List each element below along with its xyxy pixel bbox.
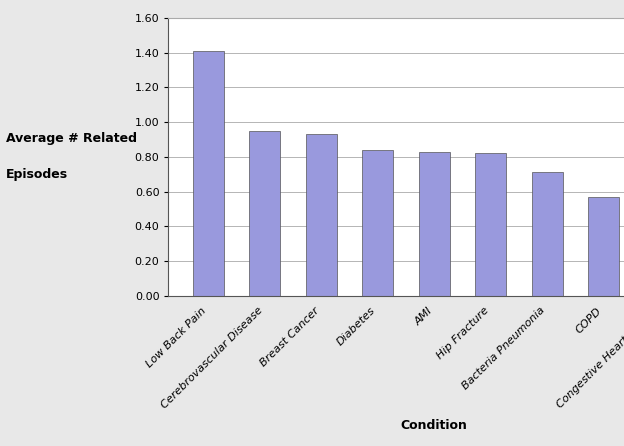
Bar xyxy=(588,197,619,296)
X-axis label: Condition: Condition xyxy=(401,419,467,432)
Bar xyxy=(475,153,506,296)
Text: Average # Related: Average # Related xyxy=(6,132,137,145)
Bar xyxy=(306,134,337,296)
Bar xyxy=(532,173,563,296)
Text: Episodes: Episodes xyxy=(6,168,69,181)
Bar xyxy=(193,51,223,296)
Bar xyxy=(249,131,280,296)
Bar xyxy=(419,152,450,296)
Bar xyxy=(362,150,393,296)
